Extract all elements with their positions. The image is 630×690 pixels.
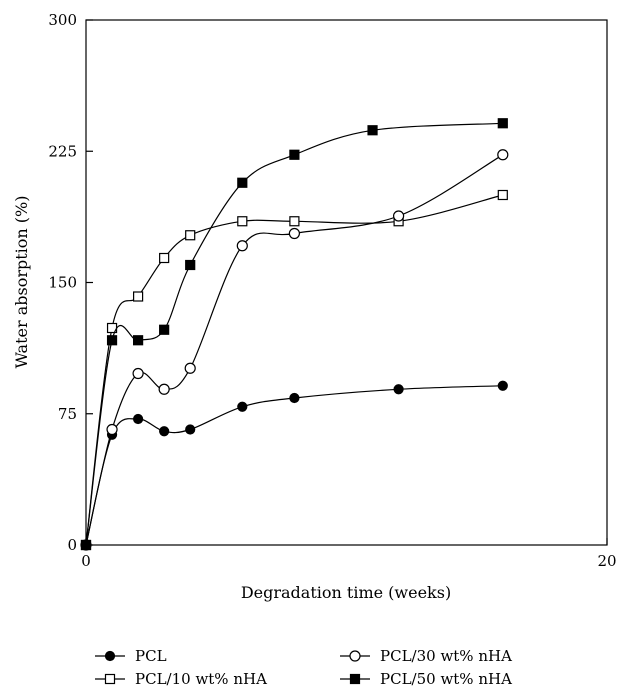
data-point: [106, 335, 118, 346]
y-tick-label: 150: [48, 274, 77, 292]
x-axis-label: Degradation time (weeks): [241, 583, 451, 602]
data-point: [497, 149, 509, 161]
data-point: [106, 423, 118, 436]
series-line: [85, 194, 503, 546]
data-point: [237, 401, 248, 412]
legend-marker: [349, 673, 361, 685]
data-point: [159, 252, 170, 264]
y-axis: 0 75 150 225 300: [48, 11, 93, 554]
data-point: [159, 324, 170, 335]
legend-marker: [349, 650, 361, 662]
legend-label: PCL/30 wt% nHA: [380, 647, 512, 665]
data-point: [184, 362, 196, 374]
plot-frame: [85, 19, 608, 546]
x-tick-label: 20: [597, 552, 616, 570]
legend-item: PCL/30 wt% nHA: [340, 647, 512, 665]
data-point: [367, 125, 378, 136]
series-0: [80, 380, 508, 551]
x-axis: 0 20: [81, 538, 617, 570]
series-3: [80, 118, 508, 551]
data-point: [497, 118, 508, 129]
data-point: [236, 240, 248, 252]
data-point: [158, 383, 170, 395]
y-tick-label: 225: [48, 142, 77, 160]
data-point: [497, 189, 508, 201]
legend-marker: [104, 650, 116, 662]
y-tick-label: 300: [48, 11, 77, 29]
data-point: [288, 227, 300, 240]
legend: PCL PCL/10 wt% nHA PCL/30 wt% nHA PCL/50 wt…: [95, 647, 512, 688]
series-2: [80, 149, 509, 551]
data-point: [159, 426, 170, 437]
legend-item: PCL/50 wt% nHA: [340, 670, 512, 688]
legend-marker: [104, 673, 116, 685]
legend-label: PCL/10 wt% nHA: [135, 670, 267, 688]
data-point: [497, 380, 508, 391]
data-point: [393, 210, 405, 222]
data-point: [185, 230, 196, 241]
data-point: [133, 413, 144, 425]
data-point: [289, 216, 300, 227]
series-layer: [80, 118, 509, 551]
data-point: [289, 392, 300, 404]
data-point: [80, 539, 92, 551]
legend-label: PCL/50 wt% nHA: [380, 670, 512, 688]
data-point: [132, 367, 144, 380]
data-point: [237, 216, 248, 227]
y-tick-label: 75: [58, 405, 77, 423]
data-point: [185, 259, 196, 271]
data-point: [237, 177, 248, 188]
series-line: [85, 154, 504, 546]
series-line: [85, 122, 503, 546]
series-line: [85, 385, 503, 546]
data-point: [133, 335, 144, 346]
legend-item: PCL: [95, 647, 167, 665]
x-tick-label: 0: [81, 552, 91, 570]
data-point: [393, 384, 404, 395]
data-point: [185, 424, 196, 435]
data-point: [289, 149, 300, 160]
y-tick-label: 0: [67, 536, 77, 554]
series-1: [80, 189, 508, 551]
data-point: [133, 291, 144, 302]
y-axis-label: Water absorption (%): [12, 196, 31, 369]
legend-item: PCL/10 wt% nHA: [95, 670, 267, 688]
legend-label: PCL: [135, 647, 167, 665]
